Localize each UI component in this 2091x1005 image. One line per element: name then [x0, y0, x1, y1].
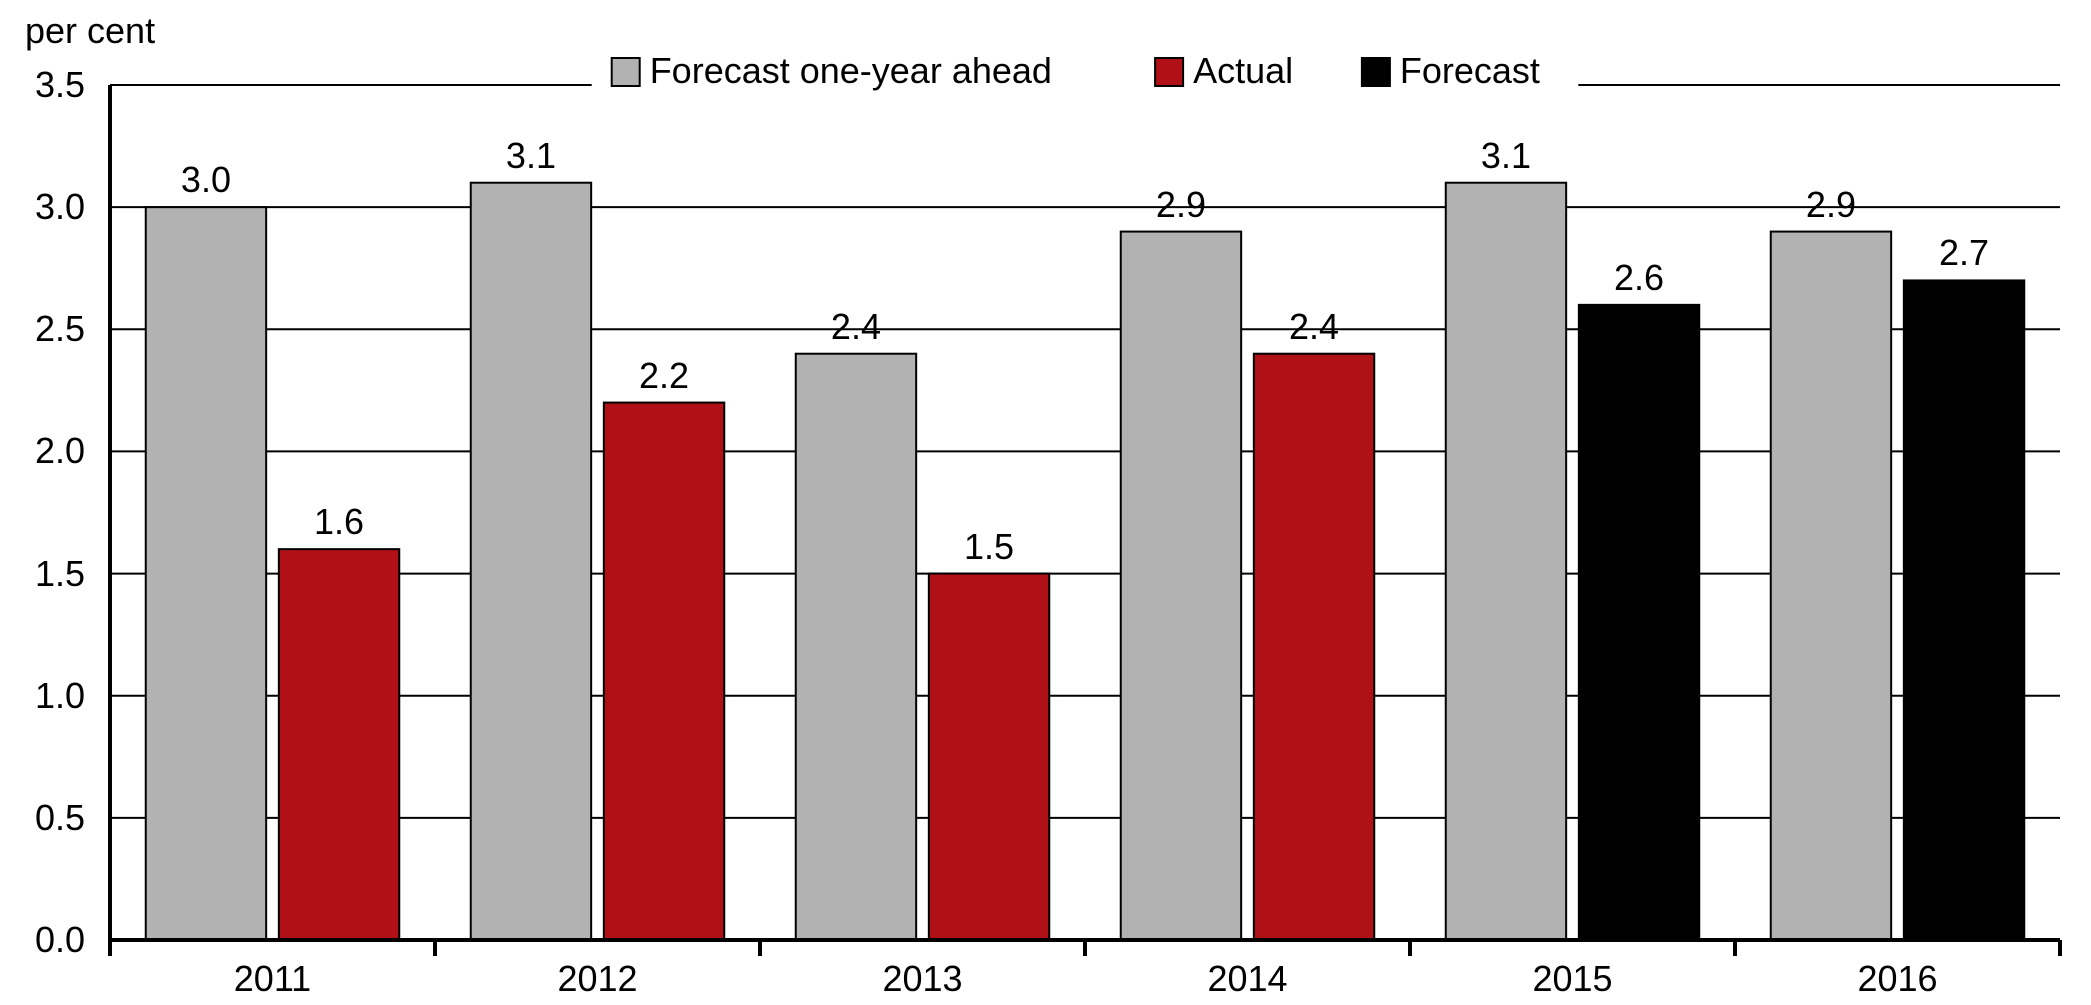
x-category-label: 2011 [173, 958, 373, 1000]
bar-chart: per cent 0.0 0.5 1.0 1.5 2.0 2.5 3.0 3.5 2011 20… [0, 0, 2091, 1005]
y-tick-label: 3.0 [0, 186, 85, 228]
bar-value-label: 2.2 [604, 355, 724, 397]
bar-value-label: 2.7 [1904, 232, 2024, 274]
bar-value-label: 1.6 [279, 501, 399, 543]
y-tick-label: 2.5 [0, 308, 85, 350]
bar-value-label: 2.4 [1254, 306, 1374, 348]
y-axis-title: per cent [25, 10, 155, 52]
bar-value-label: 2.4 [796, 306, 916, 348]
bar-value-label: 2.6 [1579, 257, 1699, 299]
y-tick-label: 1.0 [0, 675, 85, 717]
x-category-label: 2012 [498, 958, 698, 1000]
bar-value-label: 3.1 [471, 135, 591, 177]
y-tick-label: 3.5 [0, 64, 85, 106]
x-category-label: 2015 [1473, 958, 1673, 1000]
y-tick-label: 2.0 [0, 430, 85, 472]
legend-item: Forecast [1400, 50, 1540, 92]
bar-value-label: 2.9 [1121, 184, 1241, 226]
bar-value-label: 1.5 [929, 526, 1049, 568]
legend-item: Actual [1193, 50, 1293, 92]
x-category-label: 2016 [1798, 958, 1998, 1000]
x-category-label: 2013 [823, 958, 1023, 1000]
bar-value-label: 2.9 [1771, 184, 1891, 226]
x-category-label: 2014 [1148, 958, 1348, 1000]
y-tick-label: 1.5 [0, 553, 85, 595]
y-tick-label: 0.0 [0, 919, 85, 961]
bar-value-label: 3.0 [146, 159, 266, 201]
legend-item: Forecast one-year ahead [650, 50, 1052, 92]
y-tick-label: 0.5 [0, 797, 85, 839]
bar-value-label: 3.1 [1446, 135, 1566, 177]
